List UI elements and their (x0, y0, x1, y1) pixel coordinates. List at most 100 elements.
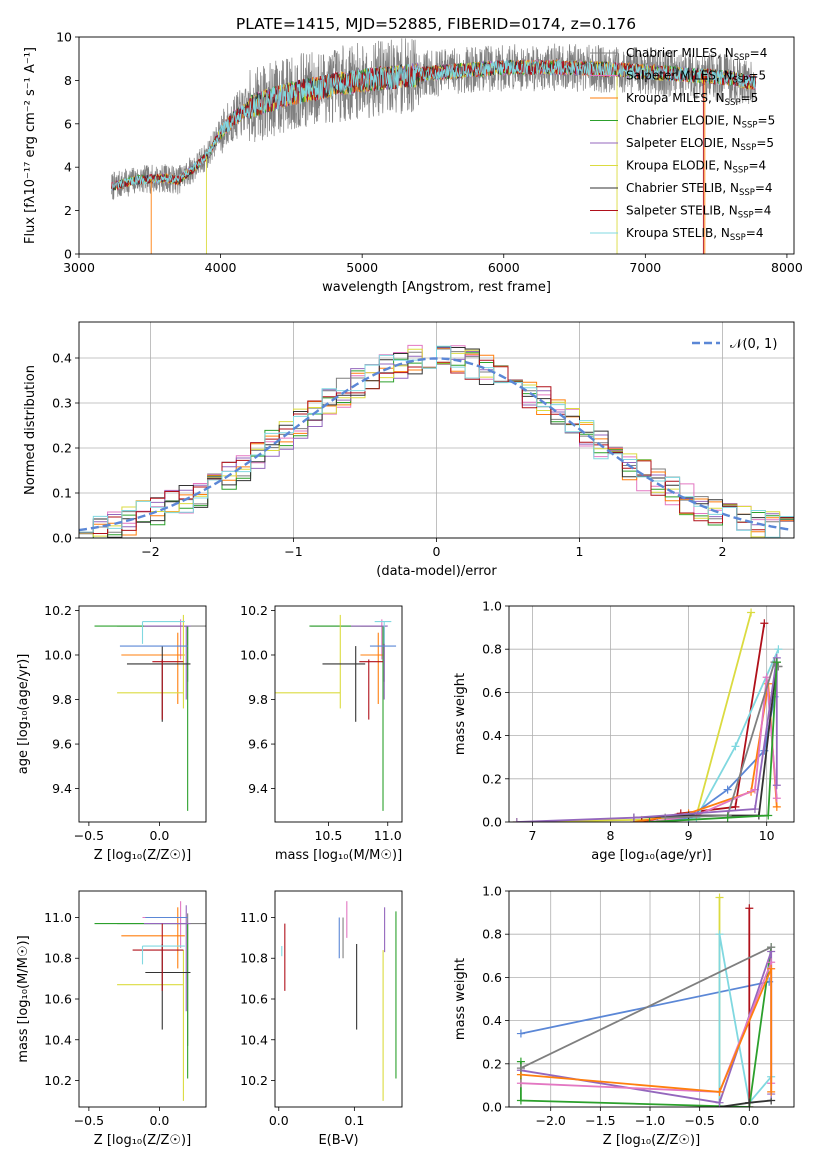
histogram-step (79, 345, 794, 538)
y-tick-label: 10 (56, 30, 72, 45)
weight-point-marker (653, 818, 662, 822)
weight-lines (516, 893, 776, 1107)
y-axis-label: Normed distribution (23, 365, 38, 495)
x-tick-label: 1 (576, 544, 584, 559)
x-axis-label: wavelength [Angstrom, rest frame] (322, 280, 551, 295)
weight-series-line (520, 968, 773, 1093)
x-axis-label: mass [log₁₀(M/M☉)] (275, 848, 402, 863)
errorbar-group (275, 614, 397, 811)
plot-frame (274, 890, 403, 1108)
y-tick-label: 1.0 (482, 599, 502, 614)
x-tick-label: 0.0 (149, 1113, 169, 1128)
weight-point-marker (764, 811, 773, 820)
y-axis-label: age [log₁₀(age/yr)] (16, 654, 31, 775)
y-axis-label: mass [log₁₀(M/M☉)] (16, 935, 31, 1062)
y-tick-label: 10.2 (240, 603, 268, 618)
x-tick-label: 5000 (346, 260, 378, 275)
y-tick-label: 10.8 (240, 951, 268, 966)
y-axis-label: Flux [fλ10⁻¹⁷ erg cm⁻² s⁻¹ A⁻¹] (23, 47, 38, 244)
y-tick-label: 1.0 (482, 884, 502, 899)
x-tick-label: 11.0 (374, 828, 402, 843)
y-tick-label: 6 (64, 116, 72, 131)
normal-curve (79, 357, 792, 532)
y-axis-label: mass weight (453, 673, 468, 755)
legend-entry: 𝒩(0, 1) (730, 337, 777, 352)
x-tick-label: 9 (685, 828, 693, 843)
x-tick-label: −1 (284, 544, 302, 559)
y-tick-label: 9.6 (52, 737, 72, 752)
x-tick-label: 0.0 (149, 828, 169, 843)
x-tick-label: 10.5 (314, 828, 342, 843)
weight-point-marker (760, 619, 769, 628)
weight-lines (512, 608, 783, 822)
text-layer: PLATE=1415, MJD=52885, FIBERID=0174, z=0… (16, 15, 803, 1148)
x-tick-label: 0.1 (344, 1113, 364, 1128)
y-tick-label: 0.3 (52, 396, 72, 411)
weight-point-marker (684, 811, 693, 820)
weight-point-marker (637, 818, 646, 822)
y-tick-label: 10.6 (44, 992, 72, 1007)
y-tick-label: 9.8 (248, 692, 268, 707)
x-axis-label: Z [log₁₀(Z/Z☉)] (94, 1133, 191, 1148)
x-tick-label: 0.0 (269, 1113, 289, 1128)
x-tick-label: −1.5 (585, 1113, 615, 1128)
weight-point-marker (745, 1098, 754, 1107)
x-tick-label: −0.5 (74, 1113, 104, 1128)
y-tick-label: 0.0 (52, 531, 72, 546)
plot-frame (78, 321, 795, 539)
x-tick-label: 7 (528, 828, 536, 843)
plot-frame (78, 890, 207, 1108)
weight-series-line (520, 961, 773, 1093)
legend-entry: Kroupa STELIB, NSSP=4 (626, 226, 764, 243)
x-tick-label: −0.5 (74, 828, 104, 843)
x-tick-label: 0 (433, 544, 441, 559)
weight-series-line (649, 662, 778, 822)
weight-point-marker (512, 818, 521, 822)
plot-frame (78, 605, 207, 823)
weight-series-line (520, 947, 773, 1107)
plot-frame (508, 890, 795, 1108)
y-tick-label: 0.8 (482, 642, 502, 657)
weight-series-line (520, 951, 773, 1104)
weight-point-marker (723, 813, 732, 822)
spectrum-lines (111, 38, 757, 254)
legend-entry: Kroupa ELODIE, NSSP=4 (626, 159, 766, 176)
y-tick-label: 4 (64, 160, 72, 175)
weight-point-marker (731, 742, 740, 751)
weight-series-line (520, 946, 772, 1069)
weight-point-marker (767, 964, 776, 973)
y-tick-label: 10.4 (44, 1032, 72, 1047)
y-tick-label: 9.8 (52, 692, 72, 707)
legend-entry: Salpeter ELODIE, NSSP=5 (626, 136, 774, 153)
spectrum-model-line (111, 59, 756, 191)
x-tick-label: 8 (607, 828, 615, 843)
legend-entry: Chabrier MILES, NSSP=4 (626, 46, 767, 63)
y-tick-label: 2 (64, 203, 72, 218)
weight-point-marker (772, 794, 781, 803)
x-tick-label: −0.5 (684, 1113, 714, 1128)
y-tick-label: 10.2 (240, 1073, 268, 1088)
y-tick-label: 10.0 (240, 647, 268, 662)
weight-point-marker (772, 658, 781, 667)
plot-frame (78, 36, 795, 255)
weight-series-line (516, 612, 752, 822)
y-tick-label: 11.0 (240, 910, 268, 925)
y-tick-label: 0.4 (52, 351, 72, 366)
legend-entry: Kroupa MILES, NSSP=5 (626, 91, 758, 108)
y-tick-label: 10.6 (240, 992, 268, 1007)
weight-point-marker (747, 608, 756, 617)
y-tick-label: 0.2 (482, 771, 502, 786)
y-tick-label: 9.4 (248, 781, 268, 796)
weight-point-marker (745, 904, 754, 913)
y-tick-label: 0.1 (52, 486, 72, 501)
weight-point-marker (516, 1096, 525, 1105)
errorbar-group (94, 614, 206, 811)
weight-point-marker (516, 1079, 525, 1088)
weight-point-marker (516, 1029, 525, 1038)
x-tick-label: 0.0 (739, 1113, 759, 1128)
weight-point-marker (767, 1087, 776, 1096)
errorbar-group (94, 901, 206, 1101)
y-tick-label: 9.4 (52, 781, 72, 796)
y-tick-label: 0.2 (52, 441, 72, 456)
